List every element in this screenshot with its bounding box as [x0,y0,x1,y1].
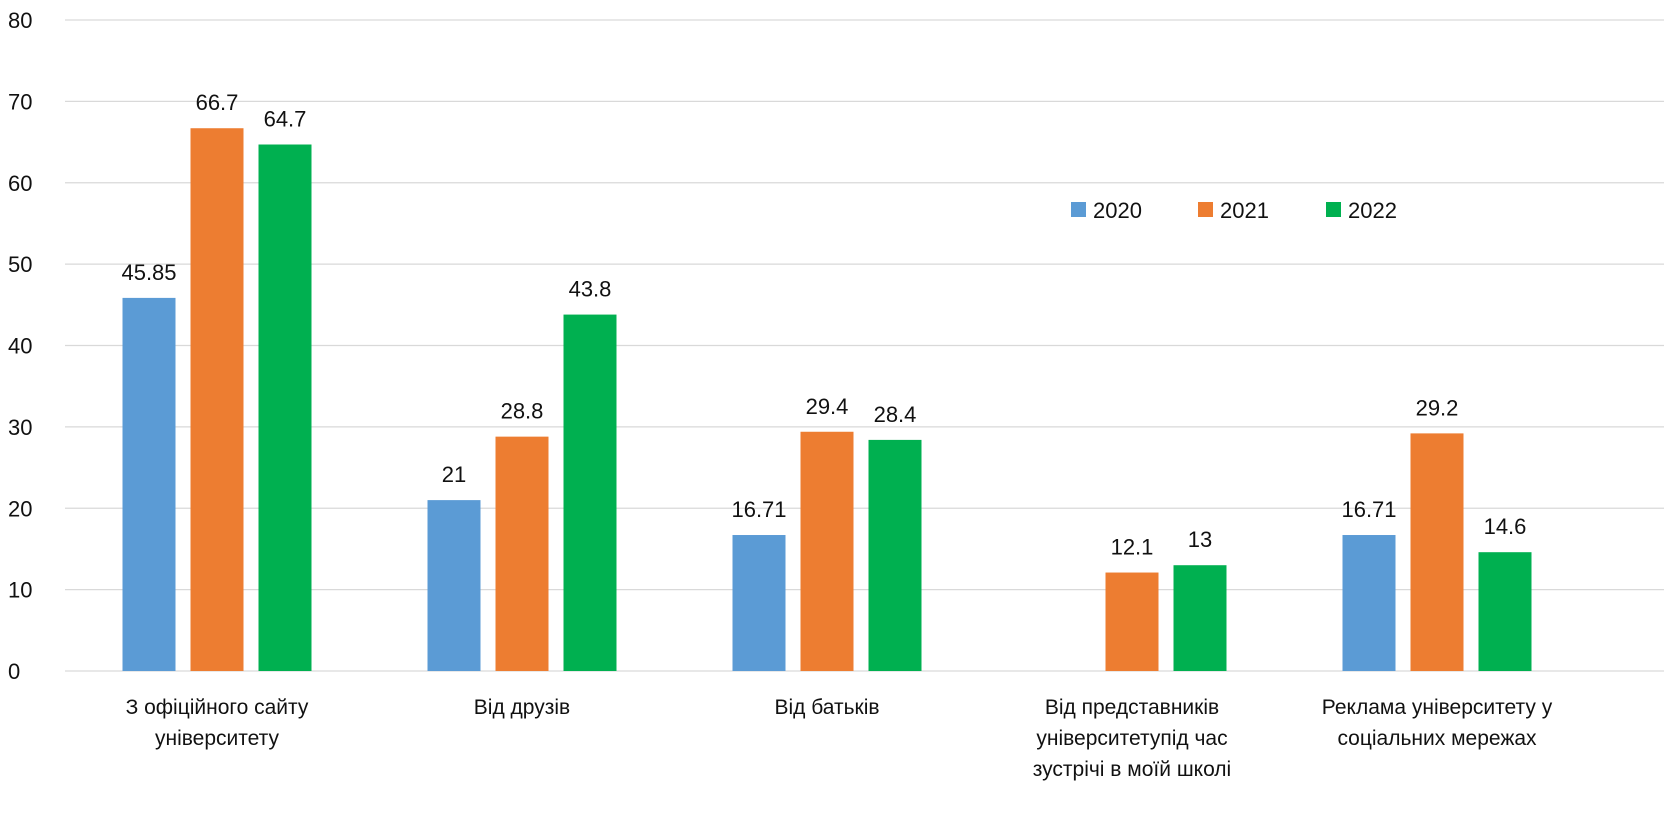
bar-2020 [427,500,481,671]
data-label: 29.4 [806,394,849,419]
y-tick-label: 80 [8,8,32,33]
data-label: 14.6 [1484,514,1527,539]
y-tick-label: 20 [8,496,32,521]
bar-2020 [1342,535,1396,671]
data-label: 28.4 [874,402,917,427]
legend-swatch [1326,202,1341,217]
y-tick-label: 10 [8,578,32,603]
gridlines [65,19,1664,672]
y-tick-label: 50 [8,252,32,277]
y-tick-label: 60 [8,171,32,196]
bar-2021 [1105,572,1159,671]
bar-2022 [258,144,312,671]
y-tick-label: 30 [8,415,32,440]
data-label: 16.71 [731,497,786,522]
data-label: 16.71 [1341,497,1396,522]
category-label: З офіційного сайту [126,696,309,719]
legend-swatch [1198,202,1213,217]
data-label: 45.85 [121,260,176,285]
bar-2022 [563,314,617,671]
bars [122,128,1532,671]
bar-2021 [190,128,244,671]
category-label: зустрічі в моїй школі [1033,758,1231,781]
bar-2020 [122,297,176,671]
y-tick-label: 40 [8,334,32,359]
bar-2021 [800,431,854,671]
legend: 2020 2021 2022 [1071,198,1397,223]
bar-2021 [1410,433,1464,671]
category-label: Від представників [1045,696,1219,719]
x-axis-categories: З офіційного сайту університету Від друзів… [126,696,1553,781]
category-label: соціальних мережах [1337,727,1537,750]
data-label: 66.7 [196,90,239,115]
category-label: університетупід час [1036,727,1227,750]
bar-2021 [495,436,549,671]
data-label: 12.1 [1111,535,1154,560]
category-label: Від друзів [474,696,570,719]
bar-2022 [1173,565,1227,671]
data-label: 13 [1188,527,1212,552]
data-label: 21 [442,462,466,487]
legend-swatch [1071,202,1086,217]
data-label: 28.8 [501,399,544,424]
data-label: 43.8 [569,277,612,302]
data-label: 64.7 [264,107,307,132]
category-label: Від батьків [774,696,879,719]
y-tick-label: 0 [8,659,20,684]
data-label: 29.2 [1416,395,1459,420]
y-tick-label: 70 [8,89,32,114]
legend-label: 2022 [1348,198,1397,223]
legend-label: 2020 [1093,198,1142,223]
legend-label: 2021 [1220,198,1269,223]
category-label: Реклама університету у [1322,696,1553,719]
bar-2020 [732,535,786,671]
category-label: університету [155,727,279,750]
bar-2022 [868,439,922,671]
y-axis-ticks: 0 10 20 30 40 50 60 70 80 [8,8,32,684]
data-labels: 45.85 66.7 64.7 21 28.8 43.8 16.71 29.4 28.4 12.1… [121,90,1526,559]
bar-2022 [1478,552,1532,671]
